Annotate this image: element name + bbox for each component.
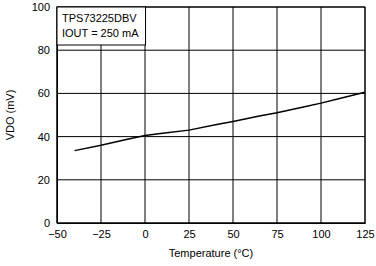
tick: 50	[227, 223, 239, 240]
tick-label: 0	[142, 228, 148, 240]
y-axis: 0 20 40 60 80 100	[32, 1, 58, 229]
grid-line-y	[57, 50, 365, 51]
tick: 75	[271, 223, 283, 240]
plot: −50 −25 0 25 50 75 100 125 0 20 40 60 80 100 TPS73225D…	[32, 1, 375, 240]
grid-line-x	[277, 7, 278, 223]
chart: −50 −25 0 25 50 75 100 125 0 20 40 60 80 100 TPS73225D…	[0, 0, 376, 266]
plot-frame	[57, 7, 365, 223]
tick-label: 60	[38, 87, 50, 99]
axis-line	[58, 223, 366, 224]
tick-label: 100	[32, 1, 50, 13]
grid-line-y	[57, 179, 365, 180]
tick: 25	[183, 223, 195, 240]
tick-label: −50	[48, 228, 67, 240]
tick: 20	[38, 174, 57, 186]
grid	[57, 7, 365, 223]
x-axis: −50 −25 0 25 50 75 100 125	[48, 223, 375, 240]
annotation: TPS73225DBV IOUT = 250 mA	[57, 7, 146, 45]
grid-line-x	[321, 7, 322, 223]
tick-label: 40	[38, 131, 50, 143]
tick: 125	[356, 223, 374, 240]
y-axis-title: VDO (mV)	[4, 90, 16, 141]
grid-line-x	[233, 7, 234, 223]
tick: −25	[92, 223, 111, 240]
tick-label: 75	[271, 228, 283, 240]
tick: 0	[44, 217, 57, 229]
grid-line-x	[189, 7, 190, 223]
tick-label: 50	[227, 228, 239, 240]
tick-label: 20	[38, 174, 50, 186]
data-area	[75, 92, 365, 150]
tick: −50	[48, 223, 67, 240]
tick: 100	[32, 1, 57, 13]
tick: 80	[38, 44, 57, 56]
tick: 0	[142, 223, 148, 240]
tick-label: 0	[44, 217, 50, 229]
annotation-text: TPS73225DBV	[62, 12, 137, 24]
grid-line-y	[57, 136, 365, 137]
tick: 60	[38, 87, 57, 99]
series-line	[75, 92, 365, 150]
tick-label: 125	[356, 228, 374, 240]
tick-label: 25	[183, 228, 195, 240]
grid-line-y	[57, 93, 365, 94]
tick: 40	[38, 131, 57, 143]
annotation-text: IOUT = 250 mA	[62, 27, 139, 39]
tick-label: 100	[312, 228, 330, 240]
tick-label: −25	[92, 228, 111, 240]
tick-label: 80	[38, 44, 50, 56]
tick: 100	[312, 223, 330, 240]
x-axis-title: Temperature (°C)	[169, 247, 253, 259]
annotation-box	[57, 7, 146, 45]
